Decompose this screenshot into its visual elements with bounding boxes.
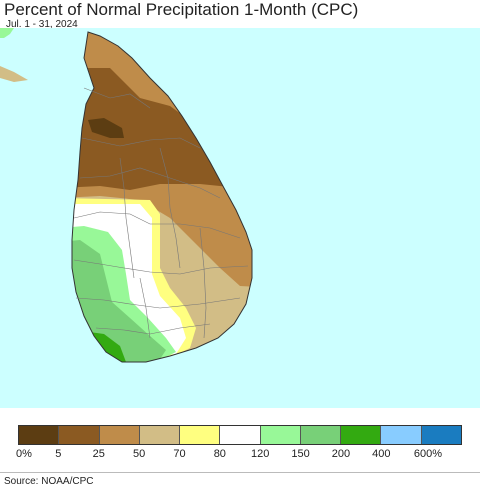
legend-swatch <box>220 426 261 444</box>
legend-label: 0% <box>16 448 32 460</box>
legend-label: 120 <box>250 448 270 460</box>
region-north-dry <box>72 68 240 190</box>
legend-label: 5 <box>55 448 62 460</box>
legend-label: 150 <box>291 448 310 460</box>
legend-label: 200 <box>331 448 351 460</box>
legend-swatch <box>260 426 301 444</box>
legend-swatch <box>300 426 342 444</box>
india-coast-fragment <box>0 28 14 38</box>
india-coast-fragment-dry <box>0 66 28 82</box>
map-title: Percent of Normal Precipitation 1-Month … <box>4 0 359 19</box>
legend-swatch <box>99 426 140 444</box>
island-outline <box>71 31 253 363</box>
legend-swatch <box>341 426 382 444</box>
legend-swatch <box>19 426 60 444</box>
district-boundaries <box>73 87 249 339</box>
precipitation-map <box>0 28 480 408</box>
source-footer: Source: NOAA/CPC <box>0 472 480 491</box>
legend-label: 50 <box>132 448 146 460</box>
legend-swatch <box>59 426 100 444</box>
legend-swatch <box>139 426 181 444</box>
legend-label: 600% <box>413 448 443 460</box>
map-subtitle: Jul. 1 - 31, 2024 <box>6 19 78 30</box>
legend-label: 80 <box>213 448 226 460</box>
legend-label: 25 <box>92 448 105 460</box>
legend-swatch <box>421 426 461 444</box>
region-extreme-dry-spot <box>88 118 124 138</box>
source-text: Source: NOAA/CPC <box>4 476 94 487</box>
legend-colorbar <box>18 425 462 445</box>
legend-swatch <box>381 426 422 444</box>
legend-label: 70 <box>173 448 186 460</box>
legend-swatch <box>180 426 221 444</box>
legend-label: 400 <box>372 448 391 460</box>
